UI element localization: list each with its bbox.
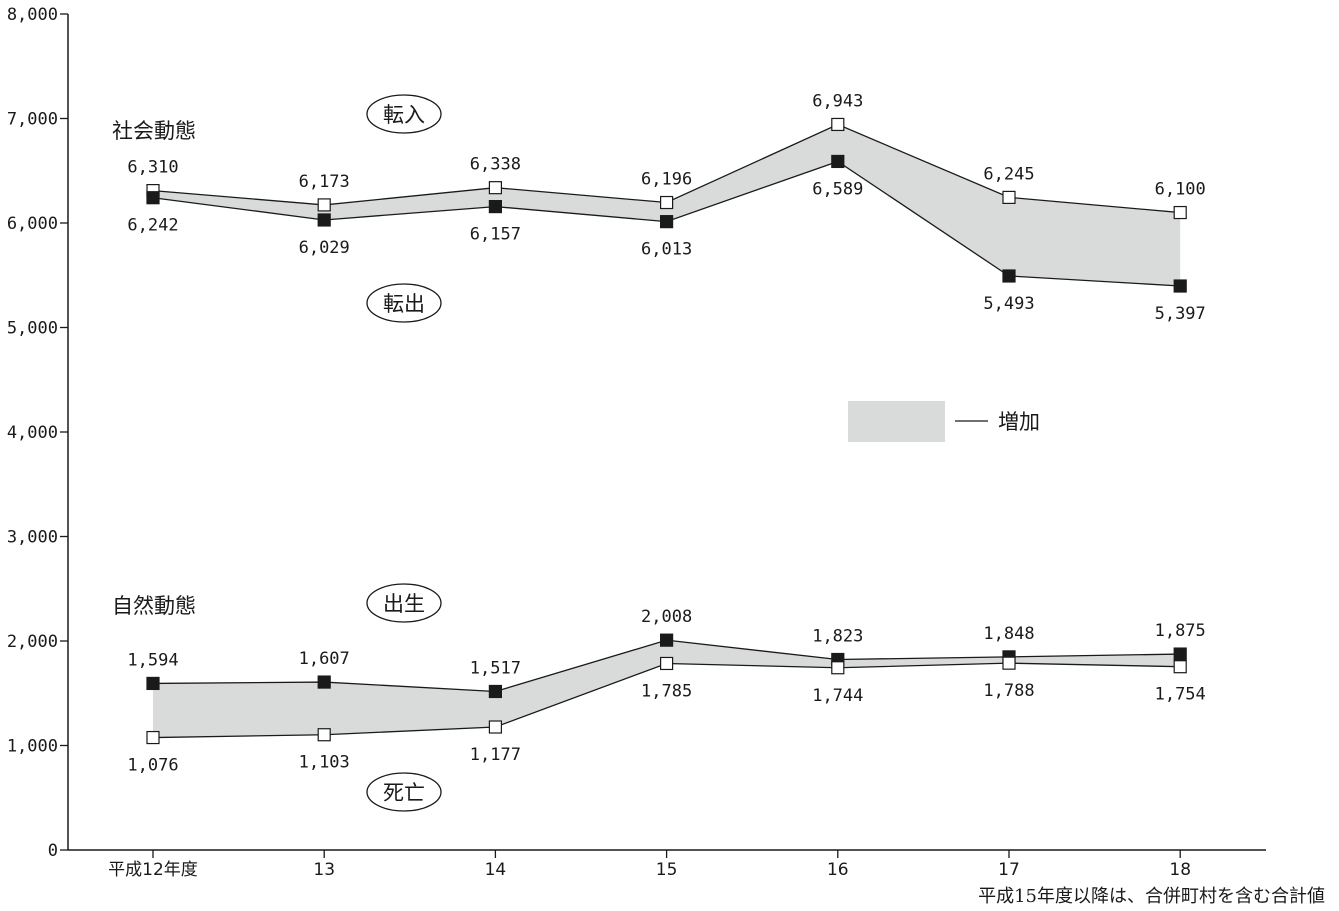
data-label: 6,013 bbox=[641, 240, 692, 260]
point-marker-move-in bbox=[1002, 190, 1016, 204]
y-tick-label: 0 bbox=[48, 841, 58, 861]
series-label-move-out-text: 転出 bbox=[383, 292, 425, 316]
point-marker-move-in bbox=[488, 181, 502, 195]
point-marker-deaths bbox=[659, 656, 674, 671]
series-markers bbox=[146, 117, 1187, 745]
point-marker-move-in bbox=[1173, 205, 1187, 220]
point-marker-move-out bbox=[1173, 279, 1187, 293]
y-tick-label: 8,000 bbox=[7, 5, 58, 25]
point-marker-births bbox=[146, 676, 160, 691]
data-label: 6,245 bbox=[983, 164, 1034, 184]
x-tick-label: 18 bbox=[1169, 860, 1191, 880]
point-marker-deaths bbox=[488, 720, 502, 734]
series-label-move-in-text: 転入 bbox=[383, 103, 425, 127]
y-ticks: 0 1,000 2,000 3,000 4,000 5,000 6,000 7,000 8,00… bbox=[7, 5, 68, 861]
point-marker-deaths bbox=[1173, 660, 1187, 674]
point-marker-move-in bbox=[659, 195, 674, 210]
point-marker-births bbox=[317, 675, 331, 689]
legend: 増加 bbox=[848, 401, 1040, 442]
data-label: 6,310 bbox=[127, 158, 178, 178]
point-marker-move-in bbox=[831, 117, 845, 132]
series-label-deaths-text: 死亡 bbox=[383, 781, 425, 805]
y-tick-label: 6,000 bbox=[7, 214, 58, 234]
point-marker-move-out bbox=[146, 191, 160, 205]
y-tick-label: 5,000 bbox=[7, 319, 58, 339]
data-label: 1,076 bbox=[127, 756, 178, 776]
x-tick-label: 17 bbox=[998, 860, 1020, 880]
data-label: 1,594 bbox=[127, 650, 178, 670]
data-label: 1,785 bbox=[641, 681, 692, 701]
point-marker-move-in bbox=[317, 198, 331, 212]
point-marker-deaths bbox=[146, 730, 160, 745]
series-label-births: 出生 bbox=[366, 583, 442, 623]
point-marker-move-out bbox=[1002, 269, 1016, 283]
data-labels: 6,310 6,242 6,173 6,029 6,338 6,157 6,196 6,013… bbox=[127, 91, 1205, 775]
data-label: 6,242 bbox=[127, 216, 178, 236]
data-label: 1,103 bbox=[299, 753, 350, 773]
data-label: 1,744 bbox=[812, 686, 863, 706]
x-tick-label: 平成12年度 bbox=[108, 860, 198, 880]
point-marker-births bbox=[488, 684, 502, 699]
data-label: 1,754 bbox=[1155, 685, 1206, 705]
y-tick-label: 2,000 bbox=[7, 632, 58, 652]
series-label-move-out: 転出 bbox=[366, 283, 442, 323]
data-label: 5,397 bbox=[1155, 304, 1206, 324]
x-tick-label: 13 bbox=[313, 860, 335, 880]
data-label: 6,943 bbox=[812, 91, 863, 111]
data-label: 6,338 bbox=[470, 155, 521, 175]
data-label: 6,173 bbox=[299, 172, 350, 192]
group-label-social: 社会動態 bbox=[112, 119, 196, 143]
point-marker-births bbox=[1173, 647, 1187, 661]
x-tick-label: 16 bbox=[827, 860, 849, 880]
point-marker-move-out bbox=[831, 154, 845, 169]
x-tick-label: 15 bbox=[656, 860, 678, 880]
series-label-move-in: 転入 bbox=[366, 94, 442, 134]
data-label: 1,517 bbox=[470, 658, 521, 678]
data-label: 1,823 bbox=[812, 626, 863, 646]
data-label: 1,177 bbox=[470, 745, 521, 765]
series-label-deaths: 死亡 bbox=[366, 772, 442, 812]
data-label: 1,875 bbox=[1155, 621, 1206, 641]
data-label: 1,848 bbox=[983, 624, 1034, 644]
point-marker-move-out bbox=[659, 215, 674, 229]
point-marker-deaths bbox=[831, 661, 845, 675]
y-tick-label: 1,000 bbox=[7, 737, 58, 757]
y-tick-label: 4,000 bbox=[7, 423, 58, 443]
legend-label: 増加 bbox=[998, 410, 1040, 434]
data-label: 2,008 bbox=[641, 607, 692, 627]
data-label: 6,157 bbox=[470, 225, 521, 245]
data-label: 6,589 bbox=[812, 179, 863, 199]
point-marker-deaths bbox=[317, 728, 331, 742]
data-label: 6,029 bbox=[299, 238, 350, 258]
point-marker-move-out bbox=[317, 213, 331, 227]
point-marker-deaths bbox=[1002, 656, 1016, 670]
data-label: 5,493 bbox=[983, 294, 1034, 314]
point-marker-move-out bbox=[488, 199, 502, 214]
series-label-births-text: 出生 bbox=[383, 592, 425, 616]
group-label-natural: 自然動態 bbox=[112, 594, 196, 618]
legend-swatch bbox=[848, 401, 945, 442]
data-label: 1,788 bbox=[983, 681, 1034, 701]
footnote: 平成15年度以降は、合併町村を含む合計値 bbox=[978, 886, 1325, 907]
y-tick-label: 7,000 bbox=[7, 110, 58, 130]
point-marker-births bbox=[659, 633, 674, 647]
data-label: 6,196 bbox=[641, 170, 692, 190]
data-label: 1,607 bbox=[299, 649, 350, 669]
y-tick-label: 3,000 bbox=[7, 528, 58, 548]
data-label: 6,100 bbox=[1155, 180, 1206, 200]
x-ticks: 平成12年度 13 14 15 16 17 18 bbox=[108, 850, 1191, 880]
x-tick-label: 14 bbox=[485, 860, 507, 880]
natural-increase-area bbox=[153, 640, 1181, 738]
